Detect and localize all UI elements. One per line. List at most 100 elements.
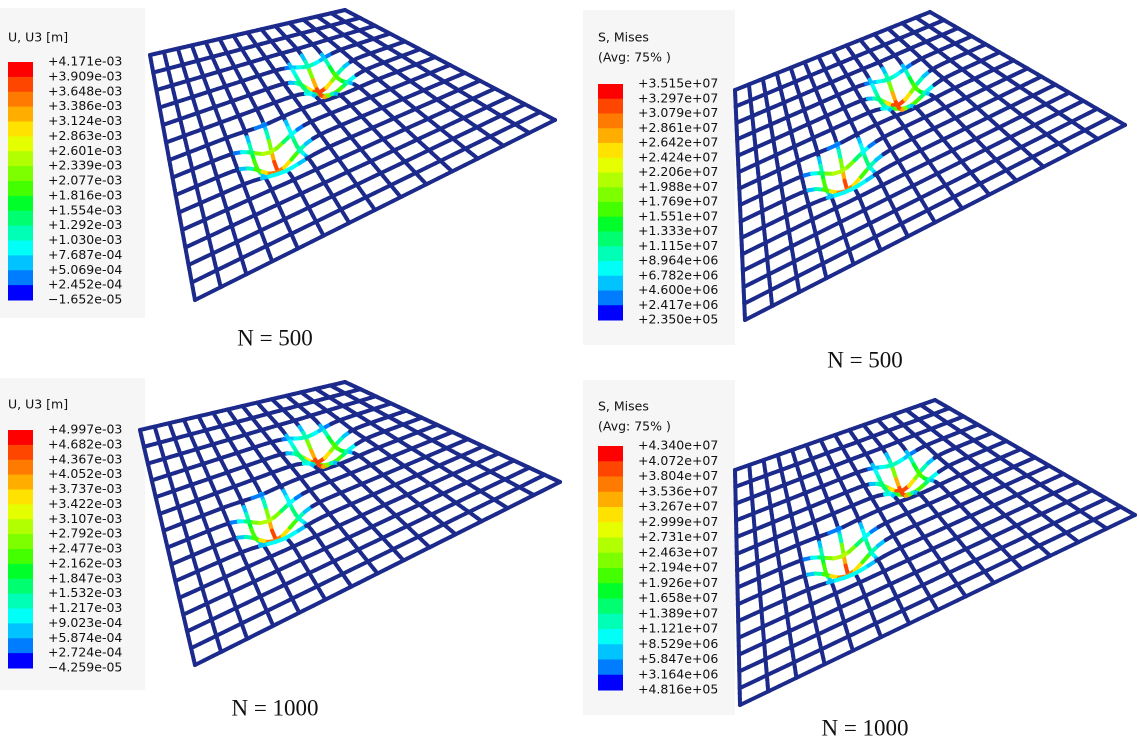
color-band <box>8 151 33 166</box>
color-band <box>8 255 33 270</box>
legend-title: U, U3 [m] <box>8 397 68 412</box>
color-band <box>598 538 623 554</box>
color-band <box>8 77 33 92</box>
legend-label: +2.477e-03 <box>48 541 122 556</box>
color-band <box>8 623 33 638</box>
legend-label: −4.259e-05 <box>48 660 122 675</box>
legend-label: +4.340e+07 <box>638 438 718 453</box>
color-band <box>8 445 33 460</box>
caption: N = 500 <box>827 347 903 372</box>
legend-label: +1.551e+07 <box>638 208 718 223</box>
legend-label: +8.964e+06 <box>638 253 718 268</box>
color-band <box>8 241 33 256</box>
legend-label: +1.816e-03 <box>48 187 122 202</box>
panel: S, Mises(Avg: 75% )+3.515e+07+3.297e+07+… <box>583 10 1125 372</box>
legend-label: +4.816e+05 <box>638 682 718 697</box>
legend-label: +2.424e+07 <box>638 149 718 164</box>
color-band <box>8 549 33 564</box>
legend-label: +2.999e+07 <box>638 514 718 529</box>
legend-label: +2.601e-03 <box>48 143 122 158</box>
legend-label: +3.648e-03 <box>48 83 122 98</box>
color-band <box>598 446 623 462</box>
color-band <box>598 202 623 217</box>
color-band <box>598 305 623 320</box>
color-band <box>8 122 33 137</box>
color-band <box>8 285 33 300</box>
legend-label: +1.769e+07 <box>638 194 718 209</box>
legend-label: +2.452e-04 <box>48 277 122 292</box>
legend-title: S, Mises <box>598 30 649 45</box>
color-band <box>8 638 33 653</box>
caption: N = 1000 <box>231 695 318 720</box>
color-band <box>8 579 33 594</box>
mesh <box>735 12 1125 320</box>
legend-label: +2.863e-03 <box>48 128 122 143</box>
color-band <box>8 62 33 77</box>
color-band <box>598 492 623 508</box>
legend-label: +2.463e+07 <box>638 544 718 559</box>
legend-label: +1.217e-03 <box>48 600 122 615</box>
color-band <box>598 507 623 523</box>
legend-label: +4.367e-03 <box>48 451 122 466</box>
color-band <box>598 291 623 306</box>
color-band <box>8 653 33 668</box>
color-band <box>598 158 623 173</box>
legend-label: +1.532e-03 <box>48 585 122 600</box>
legend-label: +2.206e+07 <box>638 164 718 179</box>
color-band <box>8 519 33 534</box>
legend-label: +2.861e+07 <box>638 120 718 135</box>
color-band <box>598 128 623 143</box>
color-band <box>598 522 623 538</box>
legend-label: +1.030e-03 <box>48 232 122 247</box>
mesh-line <box>550 117 555 120</box>
color-band <box>598 461 623 477</box>
legend-label: +2.731e+07 <box>638 529 718 544</box>
color-band <box>598 644 623 660</box>
legend-label: +3.107e-03 <box>48 511 122 526</box>
mesh <box>140 382 560 665</box>
color-band <box>598 675 623 691</box>
legend-label: +1.926e+07 <box>638 575 718 590</box>
color-band <box>8 166 33 181</box>
color-band <box>598 232 623 247</box>
legend-label: +2.642e+07 <box>638 135 718 150</box>
color-band <box>598 187 623 202</box>
panel: U, U3 [m]+4.997e-03+4.682e-03+4.367e-03+… <box>0 378 560 720</box>
legend-label: +4.171e-03 <box>48 54 122 69</box>
legend-title: (Avg: 75% ) <box>598 419 671 434</box>
legend-label: +2.077e-03 <box>48 173 122 188</box>
legend-label: +1.292e-03 <box>48 217 122 232</box>
legend-label: +5.847e+06 <box>638 651 718 666</box>
color-band <box>8 534 33 549</box>
legend-label: +3.267e+07 <box>638 499 718 514</box>
legend-label: +2.350e+05 <box>638 312 718 327</box>
color-band <box>598 599 623 615</box>
legend-label: +5.069e-04 <box>48 262 122 277</box>
legend-label: +4.682e-03 <box>48 436 122 451</box>
color-band <box>8 181 33 196</box>
color-band <box>8 475 33 490</box>
legend-label: +2.339e-03 <box>48 158 122 173</box>
color-band <box>598 568 623 584</box>
caption: N = 1000 <box>821 715 908 740</box>
color-band <box>8 460 33 475</box>
legend-label: +3.297e+07 <box>638 90 718 105</box>
color-band <box>598 276 623 291</box>
mesh-line <box>1120 122 1125 125</box>
legend-label: +2.194e+07 <box>638 560 718 575</box>
legend-label: +3.804e+07 <box>638 468 718 483</box>
color-band <box>598 614 623 630</box>
legend-label: +3.422e-03 <box>48 496 122 511</box>
color-band <box>598 660 623 676</box>
legend-title: (Avg: 75% ) <box>598 50 671 65</box>
color-band <box>598 114 623 129</box>
color-band <box>8 196 33 211</box>
legend-label: +2.417e+06 <box>638 297 718 312</box>
panel: S, Mises(Avg: 75% )+4.340e+07+4.072e+07+… <box>583 380 1135 740</box>
legend-label: +1.115e+07 <box>638 238 718 253</box>
color-band <box>598 246 623 261</box>
color-band <box>8 609 33 624</box>
legend-label: +3.124e-03 <box>48 113 122 128</box>
legend-label: +5.874e-04 <box>48 630 122 645</box>
